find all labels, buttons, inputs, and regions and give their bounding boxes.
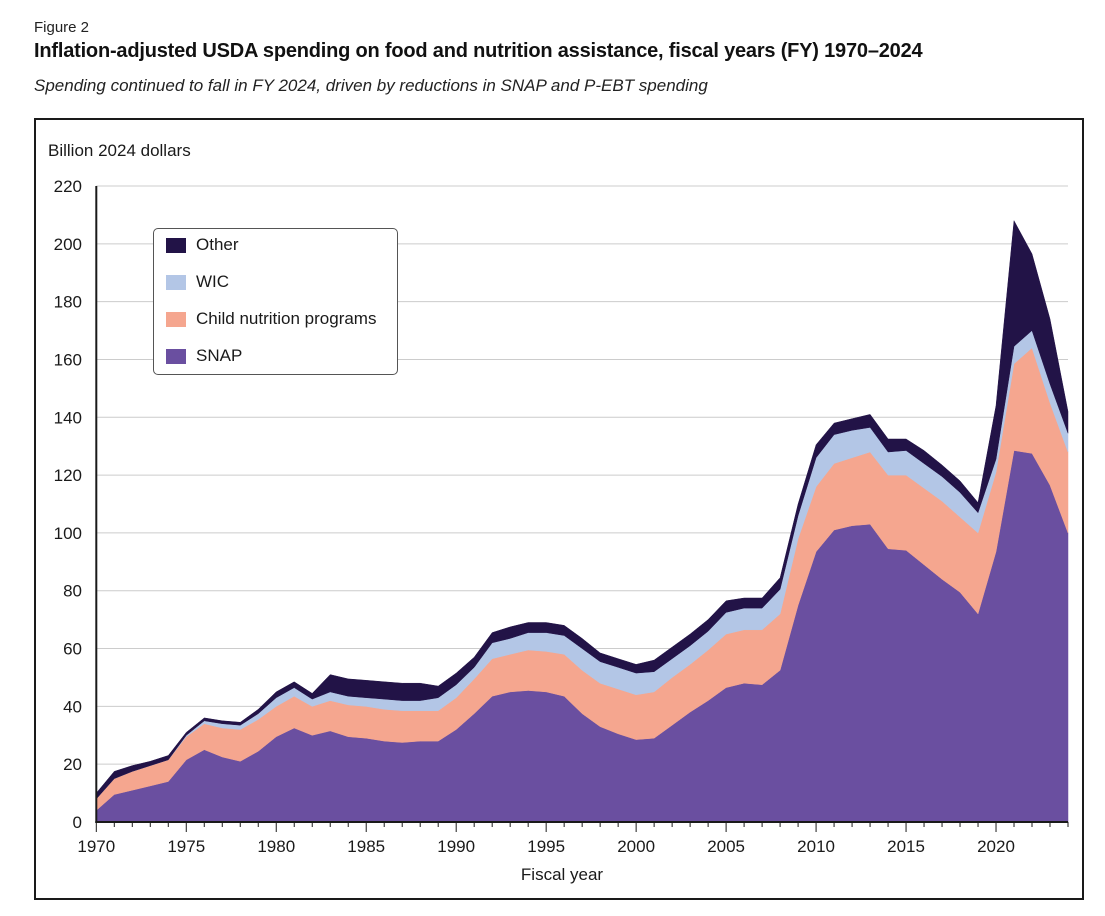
x-tick-label: 1990 [437, 837, 475, 856]
chart-title: Inflation-adjusted USDA spending on food… [34, 40, 923, 62]
y-tick-label: 60 [63, 640, 82, 659]
y-tick-label: 100 [54, 524, 82, 543]
legend-swatch-snap [166, 348, 186, 364]
axes: 0 20 40 60 80 100 120 140 160 180 200 220 1970 1975 19… [54, 177, 1069, 856]
legend-label: SNAP [196, 346, 243, 365]
area-other [96, 219, 1069, 800]
x-tick-label: 1975 [167, 837, 205, 856]
figure-label: Figure 2 [34, 19, 90, 36]
legend-label: WIC [196, 272, 230, 291]
x-axis-label: Fiscal year [521, 865, 604, 884]
y-tick-label: 140 [54, 408, 82, 427]
y-tick-label: 120 [54, 466, 82, 485]
legend-swatch-child-nutrition [166, 311, 186, 327]
x-tick-label: 1995 [527, 837, 565, 856]
x-tick-label: 2015 [887, 837, 925, 856]
chart-frame [34, 118, 1084, 900]
y-tick-label: 20 [63, 755, 82, 774]
legend-label: Child nutrition programs [196, 309, 377, 328]
x-tick-label: 2020 [977, 837, 1015, 856]
legend-item-other: Other [166, 235, 239, 255]
legend: Other WIC Child nutrition programs SNAP [153, 228, 398, 375]
y-tick-label: 0 [73, 813, 82, 832]
x-tick-label: 1970 [77, 837, 115, 856]
y-axis-label: Billion 2024 dollars [48, 141, 191, 160]
y-tick-label: 220 [54, 177, 82, 196]
legend-label: Other [196, 235, 239, 254]
legend-swatch-other [166, 237, 186, 253]
y-tick-label: 80 [63, 582, 82, 601]
x-tick-label: 2010 [797, 837, 835, 856]
legend-swatch-wic [166, 274, 186, 290]
x-tick-label: 1985 [347, 837, 385, 856]
x-tick-label: 2000 [617, 837, 655, 856]
x-tick-label: 2005 [707, 837, 745, 856]
y-tick-label: 180 [54, 293, 82, 312]
y-tick-label: 160 [54, 350, 82, 369]
legend-item-wic: WIC [166, 272, 229, 292]
legend-item-child-nutrition: Child nutrition programs [166, 309, 376, 329]
y-tick-label: 200 [54, 235, 82, 254]
chart-subtitle: Spending continued to fall in FY 2024, d… [34, 76, 708, 95]
legend-item-snap: SNAP [166, 346, 242, 366]
x-tick-label: 1980 [257, 837, 295, 856]
y-tick-label: 40 [63, 697, 82, 716]
